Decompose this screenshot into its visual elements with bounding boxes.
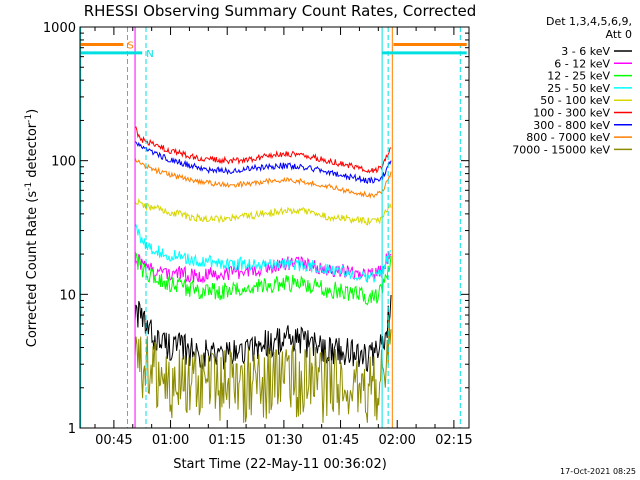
series-line-9: [134, 316, 392, 423]
x-tick-label: 01:30: [265, 433, 302, 448]
series-line-2: [134, 251, 392, 284]
flag-label: N: [146, 49, 153, 60]
y-axis-label-main: Corrected Count Rate (s: [25, 191, 40, 348]
series-line-6: [134, 126, 392, 174]
legend-label: 50 - 100 keV: [540, 94, 610, 107]
y-axis-label-end: ): [25, 109, 40, 114]
x-tick-label: 01:15: [208, 433, 245, 448]
x-tick-label: 02:00: [378, 433, 415, 448]
y-tick-label: 10: [59, 288, 76, 303]
legend-label: 800 - 7000 keV: [526, 131, 610, 144]
x-axis-label: Start Time (22-May-11 00:36:02): [173, 457, 387, 472]
series-line-5: [134, 198, 392, 226]
plot-frame: [79, 26, 470, 429]
footer-date: 17-Oct-2021 08:25: [560, 467, 636, 476]
y-tick-label: 100: [51, 155, 76, 170]
legend-label: 100 - 300 keV: [533, 107, 610, 120]
chart-title: RHESSI Observing Summary Count Rates, Co…: [84, 2, 477, 20]
legend-label: 6 - 12 keV: [554, 57, 610, 70]
y-axis-label-mid: detector: [25, 122, 40, 182]
legend-header-1: Det 1,3,4,5,6,9,: [546, 15, 632, 28]
legend-header-2: Att 0: [606, 28, 632, 41]
y-tick-label: 1000: [43, 21, 76, 36]
y-axis-label-sup-2: -1: [24, 114, 34, 123]
x-tick-label: 01:45: [322, 433, 359, 448]
y-axis-label: Corrected Count Rate (s-1 detector-1): [24, 109, 40, 347]
x-tick-label: 01:00: [152, 433, 189, 448]
legend-label: 7000 - 15000 keV: [512, 143, 610, 156]
series-line-8: [134, 157, 392, 200]
series-line-3: [134, 251, 392, 306]
series-line-4: [134, 223, 392, 284]
x-tick-label: 02:15: [435, 433, 472, 448]
y-axis-label-sup-1: -1: [24, 182, 34, 191]
legend-label: 300 - 800 keV: [533, 119, 610, 132]
series-line-7: [134, 141, 392, 185]
legend-label: 25 - 50 keV: [547, 82, 610, 95]
plot-area: SN: [80, 27, 467, 428]
legend-label: 12 - 25 keV: [547, 70, 610, 83]
x-tick-label: 00:45: [95, 433, 132, 448]
series-line-1: [134, 294, 392, 373]
legend-label: 3 - 6 keV: [561, 45, 610, 58]
flag-label: S: [127, 40, 133, 51]
y-tick-label: 1: [68, 422, 76, 437]
